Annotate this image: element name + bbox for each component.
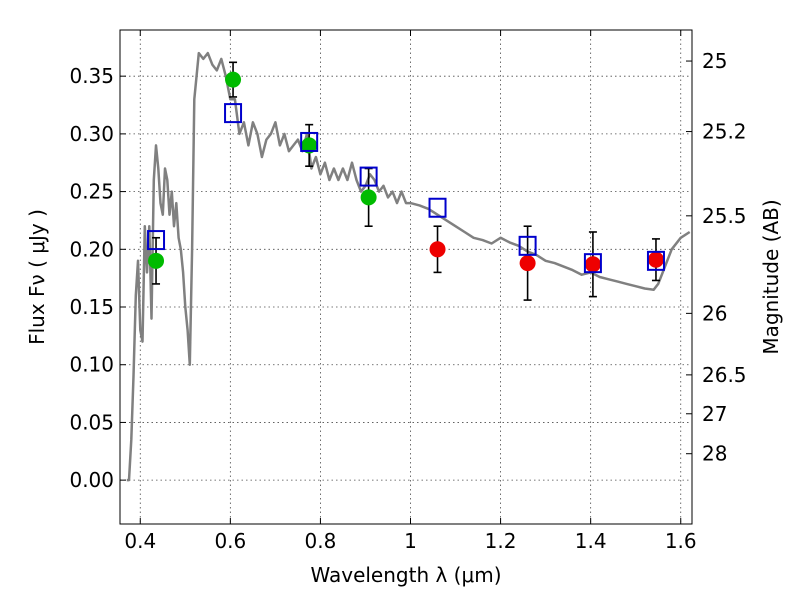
- y-tick-label: 0.15: [69, 295, 114, 319]
- data-point: [429, 241, 446, 258]
- y-tick-label: 0.20: [69, 237, 114, 261]
- x-tick-label: 0.6: [214, 529, 246, 553]
- axis-ticks: 0.4 0.6 0.8 1 1.2 1.4 1.6 0.00 0.05 0.10 0.15 0.20 0…: [69, 30, 747, 553]
- model-spectrum-layer: [126, 51, 691, 482]
- right-tick-label: 25.2: [702, 120, 747, 144]
- data-point: [584, 256, 601, 273]
- model-square-marker: [224, 103, 243, 124]
- x-tick-label: 1: [404, 529, 417, 553]
- y-tick-label: 0.05: [69, 410, 114, 434]
- y-tick-label: 0.35: [69, 64, 114, 88]
- right-tick-label: 26.5: [702, 363, 747, 387]
- right-tick-label: 25.5: [702, 204, 747, 228]
- grid: [120, 30, 692, 524]
- data-point: [519, 255, 536, 272]
- model-square-marker: [300, 131, 319, 152]
- right-axis-label: Magnitude (AB): [759, 199, 783, 354]
- data-point: [360, 189, 377, 206]
- data-point: [148, 252, 165, 269]
- y-axis-label: Flux Fν ( μJy ): [25, 209, 49, 345]
- data-point: [647, 251, 664, 268]
- model-squares-layer: [147, 103, 665, 274]
- y-tick-label: 0.10: [69, 353, 114, 377]
- model-square-marker: [147, 230, 166, 251]
- y-tick-label: 0.25: [69, 180, 114, 204]
- model-square-marker: [518, 235, 537, 256]
- x-tick-label: 0.4: [124, 529, 156, 553]
- x-tick-label: 1.6: [665, 529, 697, 553]
- x-tick-label: 0.8: [305, 529, 337, 553]
- model-square-marker: [428, 197, 447, 218]
- data-points-layer: [148, 71, 664, 273]
- model-square-marker: [646, 250, 665, 271]
- x-tick-label: 1.4: [575, 529, 607, 553]
- model-square-marker: [359, 166, 378, 187]
- model-square-marker: [583, 253, 602, 274]
- y-tick-label: 0.30: [69, 122, 114, 146]
- model-spectrum-line: [126, 51, 691, 482]
- right-tick-label: 27: [702, 402, 727, 426]
- right-tick-label: 28: [702, 442, 727, 466]
- data-point: [301, 137, 318, 154]
- right-tick-label: 26: [702, 301, 727, 325]
- y-tick-label: 0.00: [69, 468, 114, 492]
- x-tick-label: 1.2: [485, 529, 517, 553]
- right-tick-label: 25: [702, 49, 727, 73]
- x-axis-label: Wavelength λ (μm): [310, 563, 501, 587]
- error-bars-layer: [152, 61, 660, 301]
- data-point: [225, 71, 242, 88]
- plot-frame: [119, 29, 693, 525]
